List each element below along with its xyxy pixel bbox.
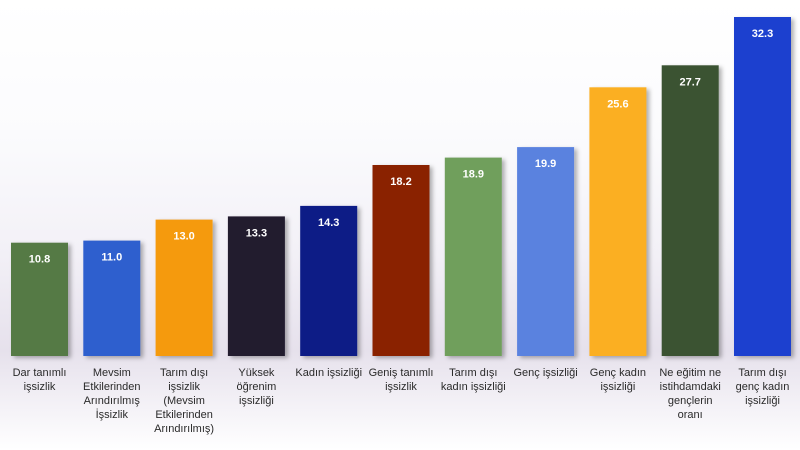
- category-label-line: Genç kadın: [590, 367, 646, 379]
- bar-group: 14.3 Kadın işsizliği: [295, 205, 362, 379]
- bar-value-label: 18.2: [390, 176, 411, 188]
- category-label-line: İşsizlik: [96, 408, 129, 421]
- category-label: Dar tanımlı işsizlik: [13, 367, 67, 393]
- category-label-line: istihdamdaki: [660, 381, 721, 393]
- bar-value-label: 10.8: [29, 254, 50, 266]
- category-label-line: Arındırılmış): [154, 423, 214, 435]
- category-label: Mevsim Etkilerinden Arındırılmış İşsizlik: [83, 367, 140, 421]
- bar-value-label: 18.9: [463, 169, 484, 181]
- bar-value-label: 14.3: [318, 217, 339, 229]
- category-label-line: öğrenim: [237, 381, 277, 393]
- category-label-line: gençlerin: [668, 395, 713, 407]
- category-label-line: Tarım dışı: [160, 367, 208, 379]
- category-label: Genç kadın işsizliği: [590, 367, 646, 393]
- category-label: Genç işsizliği: [514, 367, 578, 379]
- bar: [83, 240, 141, 356]
- category-label-line: işsizlik: [385, 381, 417, 393]
- category-label: Tarım dışı kadın işsizliği: [441, 367, 506, 393]
- category-label: Yüksek öğrenim işsizliği: [237, 367, 277, 407]
- category-label-line: Dar tanımlı: [13, 367, 67, 379]
- category-label-line: oranı: [678, 409, 703, 421]
- category-label-line: Geniş tanımlı: [369, 367, 434, 379]
- category-label-line: işsizliği: [600, 381, 635, 393]
- category-label-line: Genç işsizliği: [514, 367, 578, 379]
- category-label-line: Yüksek: [238, 367, 275, 379]
- category-label: Kadın işsizliği: [295, 367, 362, 379]
- bar-value-label: 19.9: [535, 158, 556, 170]
- category-label-line: Mevsim: [93, 367, 131, 379]
- bar-group: 11.0 Mevsim Etkilerinden Arındırılmış İşsizl…: [83, 240, 141, 421]
- bar-value-label: 25.6: [607, 98, 628, 110]
- bar-group: 18.9 Tarım dışı kadın işsizliği: [441, 157, 506, 393]
- category-label-line: işsizlik: [24, 381, 56, 393]
- category-label: Ne eğitim ne istihdamdaki gençlerin oranı: [659, 367, 721, 421]
- category-label: Tarım dışı işsizlik (Mevsim Etkilerinden Arı…: [154, 367, 214, 435]
- bar-value-label: 32.3: [752, 28, 773, 40]
- bar-group: 18.2 Geniş tanımlı işsizlik: [369, 165, 434, 393]
- bar: [661, 65, 719, 357]
- bar-group: 19.9 Genç işsizliği: [514, 147, 578, 379]
- category-label-line: Kadın işsizliği: [295, 367, 362, 379]
- bar: [589, 87, 647, 357]
- bar: [155, 219, 213, 356]
- category-label-line: (Mevsim: [163, 395, 205, 407]
- bar: [444, 157, 502, 356]
- category-label-line: genç kadın: [736, 381, 790, 393]
- category-label-line: kadın işsizliği: [441, 381, 506, 393]
- bar-value-label: 11.0: [101, 252, 122, 264]
- category-label-line: işsizliği: [745, 395, 780, 407]
- category-label: Tarım dışı genç kadın işsizliği: [736, 367, 790, 407]
- bar: [300, 205, 358, 356]
- category-label-line: Etkilerinden: [155, 409, 212, 421]
- bar: [227, 216, 285, 356]
- bar: [372, 165, 430, 356]
- bar-value-label: 27.7: [679, 76, 700, 88]
- category-label-line: Etkilerinden: [83, 381, 140, 393]
- category-label-line: işsizliği: [239, 395, 274, 407]
- bar: [11, 242, 68, 356]
- category-label-line: Ne eğitim ne: [659, 367, 721, 379]
- bar-group: 27.7 Ne eğitim ne istihdamdaki gençlerin ora…: [659, 65, 721, 421]
- bar-group: 10.8 Dar tanımlı işsizlik: [11, 242, 68, 393]
- category-label-line: işsizlik: [168, 381, 200, 393]
- category-label-line: Tarım dışı: [738, 367, 786, 379]
- bar-group: 13.0 Tarım dışı işsizlik (Mevsim Etkilerinde…: [154, 219, 214, 435]
- category-label-line: Arındırılmış: [84, 395, 141, 407]
- category-label: Geniş tanımlı işsizlik: [369, 367, 434, 393]
- bar-value-label: 13.3: [246, 227, 267, 239]
- bar-value-label: 13.0: [173, 231, 194, 243]
- bar-group: 25.6 Genç kadın işsizliği: [589, 87, 647, 393]
- category-label-line: Tarım dışı: [449, 367, 497, 379]
- bar: [734, 17, 791, 356]
- bar-group: 13.3 Yüksek öğrenim işsizliği: [227, 216, 285, 407]
- bar-group: 32.3 Tarım dışı genç kadın işsizliği: [734, 17, 791, 407]
- bar: [517, 147, 575, 356]
